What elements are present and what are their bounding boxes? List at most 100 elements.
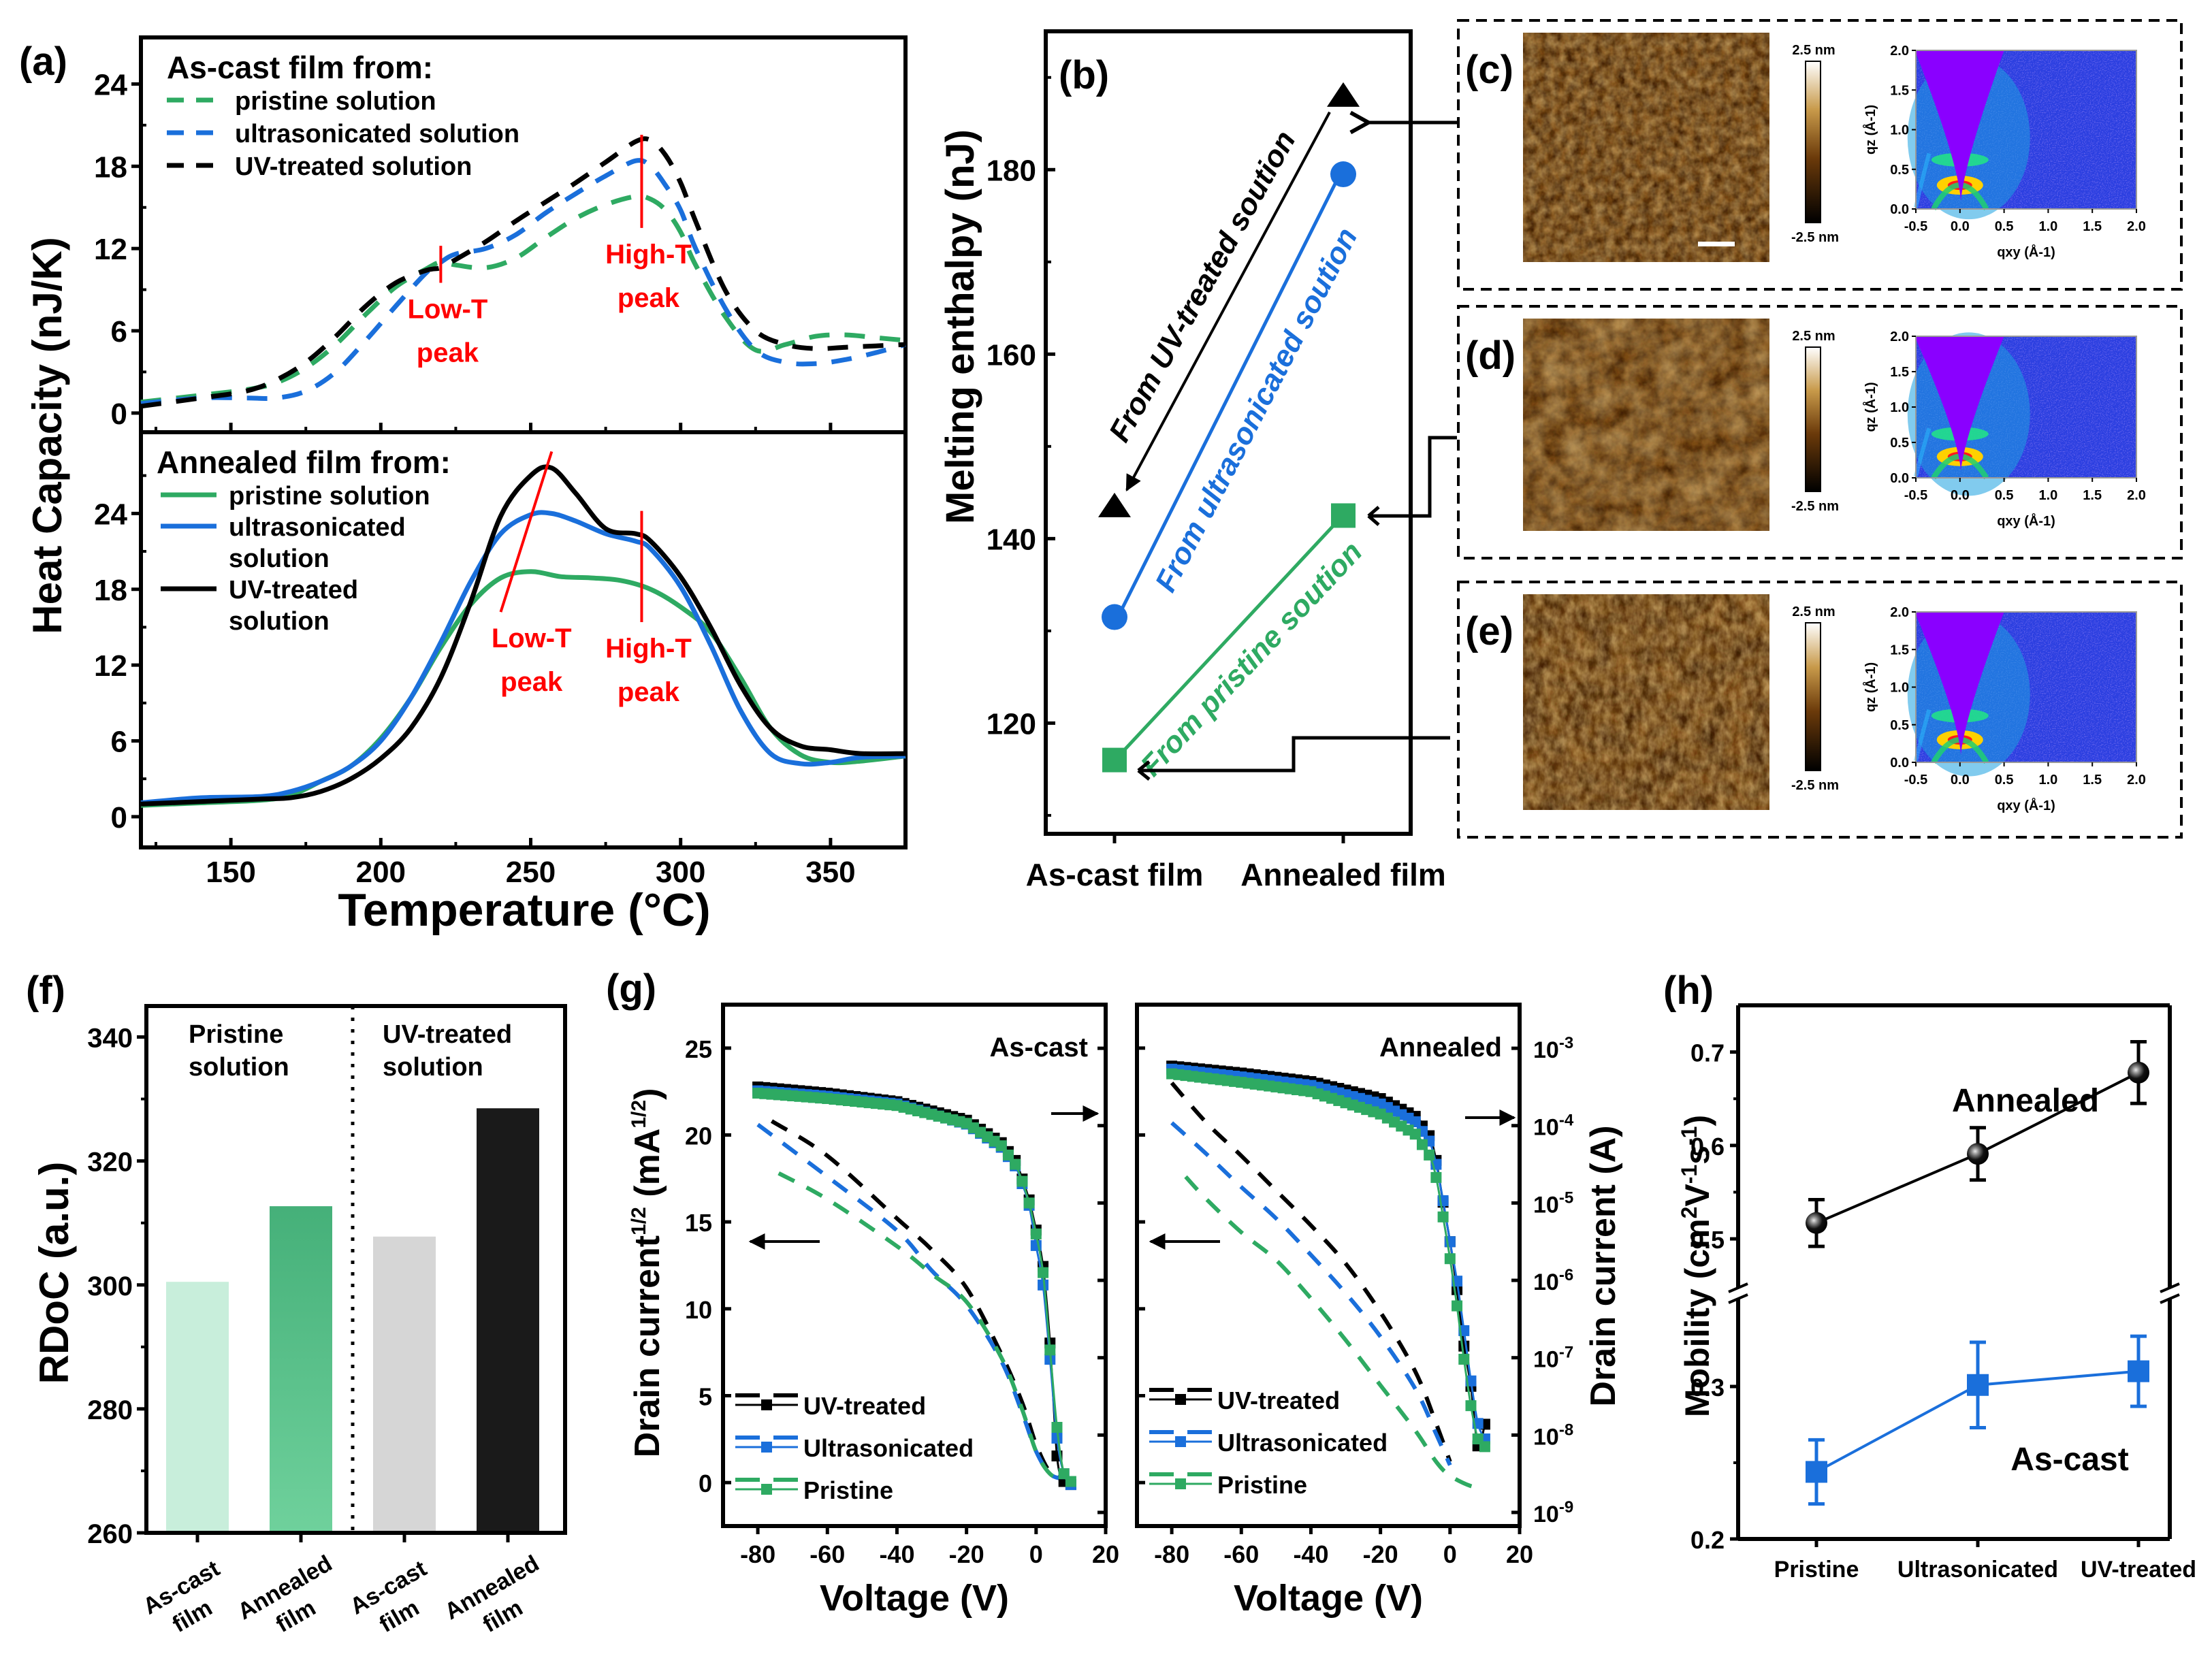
y-tick-label: 0.0: [1890, 202, 1909, 217]
series-line-uv-treated-solution: [140, 136, 906, 409]
colorbar-min-label: -2.5 nm: [1791, 778, 1839, 793]
y-tick-label: 1.0: [1890, 681, 1909, 696]
exponent: -7: [1559, 1344, 1573, 1362]
y-tick-label: 25: [685, 1035, 712, 1063]
y-tick-label: 2.0: [1890, 605, 1909, 620]
square-marker: [1331, 503, 1356, 528]
y-tick-label: 18: [94, 150, 127, 184]
log-marker: [1010, 1158, 1021, 1170]
scale-bar: [1698, 242, 1735, 246]
giwaxs-ring: [1914, 152, 1932, 208]
x-tick-label: 20: [1092, 1540, 1119, 1568]
y-title-part: 2: [1677, 1207, 1701, 1219]
exponent: -3: [1559, 1034, 1573, 1052]
sphere-marker: [1806, 1212, 1827, 1234]
sqrt-curve: [756, 1122, 1065, 1481]
link-arrow-d: [1368, 436, 1457, 518]
colorbar-max-label: 2.5 nm: [1792, 43, 1835, 58]
sqrt-curve: [1170, 1121, 1452, 1466]
x-tick-label: -0.5: [1904, 219, 1927, 234]
link-arrow-d-head: [1367, 506, 1380, 526]
connector-arrow: [1125, 111, 1331, 492]
log-marker: [1458, 1353, 1470, 1365]
x-tick-label: 1.5: [2083, 219, 2102, 234]
series-line-ultrasonicated-solution: [140, 158, 906, 406]
colorbar-max-label: 2.5 nm: [1792, 604, 1835, 619]
log-marker: [1430, 1171, 1442, 1183]
bar-3: [477, 1108, 539, 1533]
subplot-frame: [1135, 1003, 1522, 1528]
colorbar-min-label: -2.5 nm: [1791, 230, 1839, 245]
image-panel-e: (e) 2.5 nm -2.5 nm -0.5 0.0 0.5 1.0 1.5 2.0 0.0 0.…: [1457, 581, 2183, 839]
x-tick-label: -40: [879, 1540, 914, 1568]
y-title-part: ): [1678, 1115, 1716, 1126]
square-marker: [1967, 1374, 1989, 1396]
y-tick-label: 18: [94, 574, 127, 607]
y-tick-label: 0.0: [1890, 756, 1909, 771]
x-tick-label: 2.0: [2127, 488, 2146, 503]
x-tick-label: 300: [656, 856, 705, 889]
subplot-frame: [721, 1003, 1108, 1528]
x-tick-label: 150: [206, 856, 255, 889]
legend-title: As-cast film from:: [167, 50, 433, 85]
legend-marker: [761, 1442, 772, 1453]
panel-label: (d): [1465, 334, 1516, 378]
y-tick-label: 0.3: [1690, 1374, 1725, 1401]
peak-label: peak: [618, 283, 680, 313]
panel-label: (h): [1663, 969, 1714, 1013]
legend-label: Ultrasonicated: [1217, 1429, 1388, 1457]
subplot-title: As-cast: [989, 1033, 1088, 1063]
y-title-part: 1/2: [628, 1100, 650, 1129]
colorbar: [1805, 61, 1821, 223]
x-axis-title: qxy (Å-1): [1997, 244, 2055, 260]
log-marker: [1016, 1175, 1028, 1187]
afm-image-light: [1523, 319, 1769, 531]
y-tick-label: 1.0: [1890, 400, 1909, 415]
log-marker: [1416, 1139, 1428, 1150]
x-tick-label: 250: [506, 856, 556, 889]
x-axis-title: Temperature (°C): [338, 884, 710, 936]
x-tick-label: 0.5: [1995, 773, 2014, 788]
x-tick-label: Annealed film: [1240, 857, 1446, 892]
y-tick-label: 0.5: [1690, 1226, 1725, 1254]
x-axis-title: qxy (Å-1): [1997, 513, 2055, 529]
y-title-part: 1/2: [628, 1207, 650, 1235]
y-tick-label: 140: [987, 523, 1036, 556]
y-tick-label: 24: [94, 68, 127, 101]
log-marker: [1465, 1400, 1477, 1412]
square-marker: [1102, 747, 1127, 773]
legend-label: Pristine: [1217, 1471, 1307, 1499]
y-axis-title: qz (Å-1): [1862, 662, 1878, 712]
series-line-ultrasonicated-solution: [140, 510, 906, 805]
subplot-as-cast: -80 -60 -40 -20 0 20 0 5 10 15 20 25 As-cast UV-treat…: [685, 1003, 1119, 1619]
series-label: As-cast: [2010, 1442, 2128, 1478]
giwaxs-missing-wedge: [1916, 50, 2004, 201]
log-marker: [1002, 1149, 1014, 1161]
series-line-pristine-solution: [140, 193, 906, 405]
y-axis-title: Melting enthalpy (nJ): [938, 129, 982, 524]
axis-break-mark: [1728, 1293, 1748, 1304]
connector-line: [1119, 180, 1339, 611]
panel-label: (f): [26, 969, 65, 1013]
series-as-cast: As-cast: [1806, 1334, 2149, 1506]
subplot-frame: [139, 430, 908, 849]
log-marker: [1065, 1476, 1076, 1487]
giwaxs-missing-wedge: [1916, 612, 2004, 755]
x-tick-label: As-cast film: [1026, 857, 1204, 892]
y-tick-label: 24: [94, 498, 127, 531]
y-tick-label: 1.5: [1890, 83, 1909, 98]
y-tick-label: 0: [111, 801, 127, 834]
giwaxs-missing-wedge: [1916, 336, 2004, 471]
y-tick-label: 12: [94, 649, 127, 683]
legend-label: UV-treated: [803, 1392, 926, 1420]
x-axis-title: Voltage (V): [820, 1578, 1009, 1619]
x-tick-label: 1.5: [2083, 773, 2102, 788]
y-tick-label-right: 10-6: [1533, 1266, 1573, 1295]
y-tick-label: 1.0: [1890, 123, 1909, 138]
x-tick-label: 0.0: [1951, 219, 1970, 234]
y-tick-label-right: 10-4: [1533, 1112, 1574, 1141]
dashed-border: [1457, 305, 2183, 560]
y-tick-label: 2.0: [1890, 44, 1909, 59]
